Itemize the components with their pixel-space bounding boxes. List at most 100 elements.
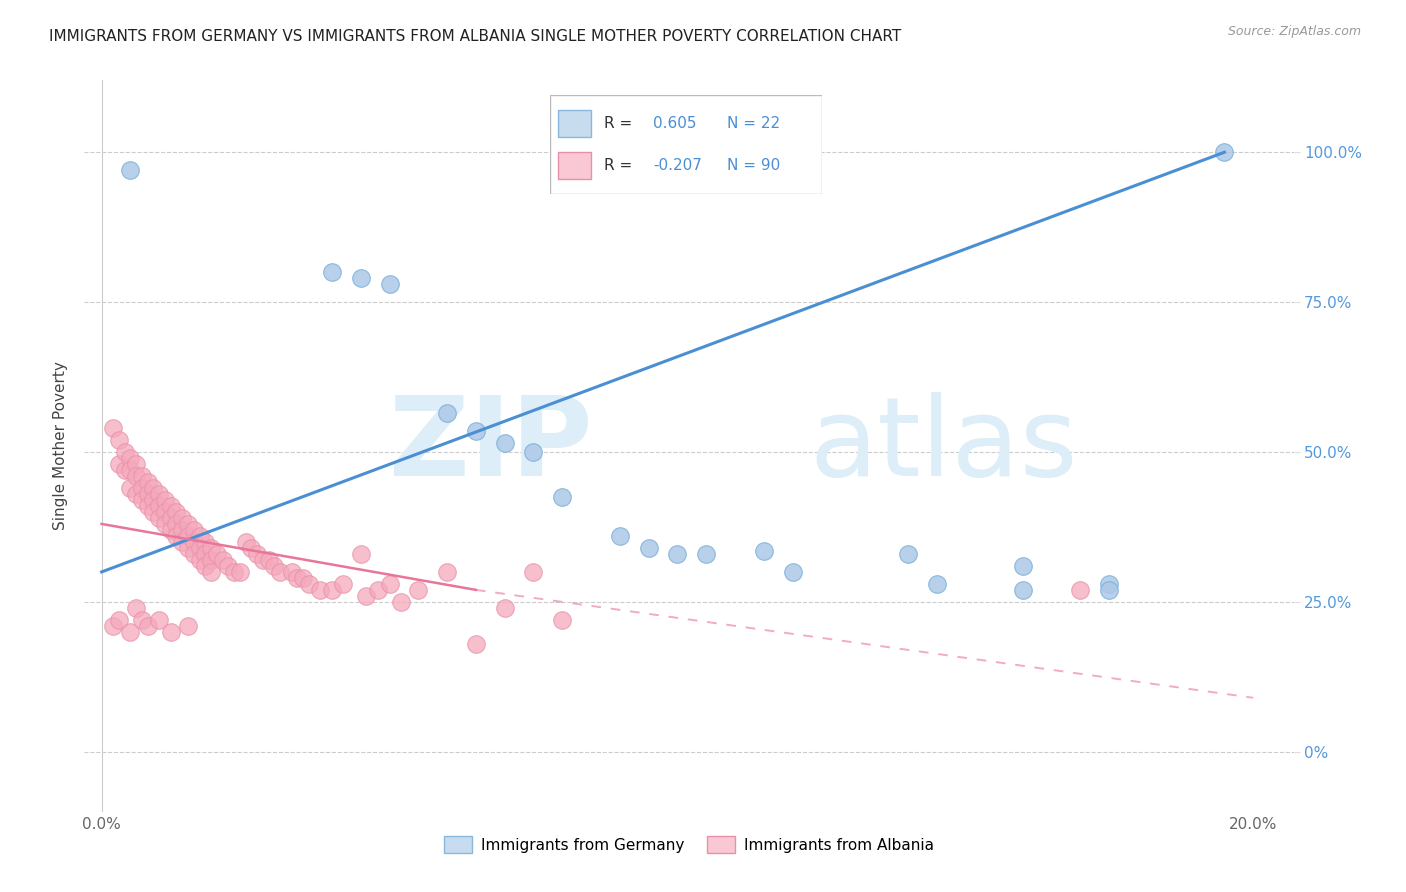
Point [217,558,239,573]
Point [436,565,458,579]
Point [125,487,148,501]
Point [1069,582,1091,597]
Point [252,553,274,567]
Point [159,523,181,537]
Point [350,547,373,561]
Point [159,511,181,525]
Point [148,613,170,627]
Point [408,582,430,597]
Point [637,541,659,555]
Point [1213,145,1236,160]
Point [695,547,717,561]
Point [389,595,412,609]
Point [114,445,136,459]
Point [551,490,574,504]
Point [280,565,302,579]
Point [1012,558,1035,573]
Point [246,547,269,561]
Point [222,565,245,579]
Point [205,547,228,561]
Point [522,565,544,579]
Point [172,535,194,549]
Point [131,469,153,483]
Point [666,547,689,561]
Point [131,492,153,507]
Point [136,499,159,513]
Point [188,529,211,543]
Point [153,505,176,519]
Point [194,558,217,573]
Point [172,523,194,537]
Point [211,553,233,567]
Point [194,535,217,549]
Point [120,481,142,495]
Point [752,544,775,558]
Point [177,529,200,543]
Point [142,481,165,495]
Point [153,492,176,507]
Point [125,457,148,471]
Point [240,541,263,555]
Point [120,450,142,465]
Point [292,571,315,585]
Point [177,541,200,555]
Point [148,499,170,513]
Y-axis label: Single Mother Poverty: Single Mother Poverty [53,361,69,531]
Text: IMMIGRANTS FROM GERMANY VS IMMIGRANTS FROM ALBANIA SINGLE MOTHER POVERTY CORRELA: IMMIGRANTS FROM GERMANY VS IMMIGRANTS FR… [49,29,901,44]
Point [356,589,378,603]
Text: ZIP: ZIP [389,392,592,500]
Point [494,436,516,450]
Point [464,424,486,438]
Point [269,565,291,579]
Point [166,529,188,543]
Point [263,558,285,573]
Point [378,577,401,591]
Point [183,547,205,561]
Point [235,535,257,549]
Point [287,571,309,585]
Point [378,277,401,292]
Point [522,445,544,459]
Point [131,613,153,627]
Point [125,600,148,615]
Point [166,516,188,531]
Point [136,475,159,489]
Point [188,541,211,555]
Point [136,487,159,501]
Point [153,516,176,531]
Point [1012,582,1035,597]
Point [108,433,131,447]
Point [782,565,804,579]
Point [188,553,211,567]
Point [142,492,165,507]
Point [159,624,181,639]
Legend: Immigrants from Germany, Immigrants from Albania: Immigrants from Germany, Immigrants from… [439,830,939,859]
Point [159,499,181,513]
Point [166,505,188,519]
Point [200,565,222,579]
Point [200,541,222,555]
Point [321,265,343,279]
Point [183,535,205,549]
Point [551,613,574,627]
Point [367,582,389,597]
Point [309,582,332,597]
Point [120,463,142,477]
Point [200,553,222,567]
Point [925,577,948,591]
Point [142,505,165,519]
Point [257,553,280,567]
Point [108,613,131,627]
Point [148,511,170,525]
Point [194,547,217,561]
Point [125,469,148,483]
Text: Source: ZipAtlas.com: Source: ZipAtlas.com [1227,25,1361,38]
Point [101,619,124,633]
Point [1098,582,1121,597]
Point [183,523,205,537]
Point [136,619,159,633]
Point [108,457,131,471]
Point [436,406,458,420]
Point [131,481,153,495]
Point [609,529,631,543]
